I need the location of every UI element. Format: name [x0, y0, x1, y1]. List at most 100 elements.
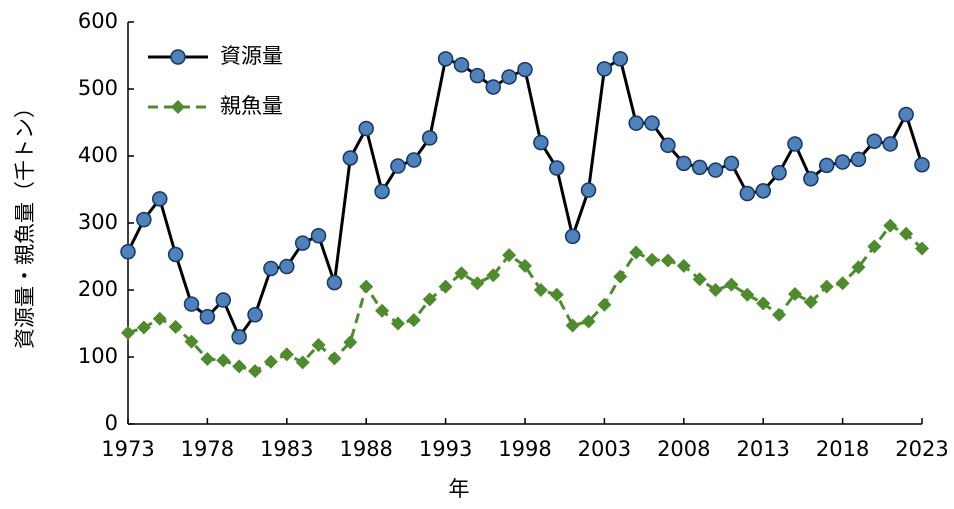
point	[184, 334, 199, 349]
point	[818, 157, 835, 174]
point	[199, 309, 216, 325]
point	[645, 252, 660, 267]
x-tick-label: 1983	[260, 437, 313, 461]
legend-marker	[171, 100, 185, 114]
point	[581, 314, 596, 329]
point	[263, 260, 279, 277]
point	[374, 183, 390, 200]
point	[851, 260, 866, 275]
point	[597, 297, 612, 312]
point	[580, 182, 597, 198]
point	[660, 253, 675, 268]
x-tick-label: 2008	[657, 437, 710, 461]
x-tick-label: 1998	[498, 437, 551, 461]
point	[883, 218, 898, 233]
point	[835, 276, 850, 291]
point	[454, 266, 469, 281]
x-tick-label: 2023	[895, 437, 948, 461]
point	[469, 67, 486, 84]
point	[787, 287, 802, 302]
point	[247, 307, 263, 323]
point	[294, 235, 311, 251]
point	[755, 183, 771, 199]
point	[533, 134, 549, 151]
point	[343, 335, 358, 350]
point	[914, 156, 930, 173]
point	[470, 276, 485, 291]
point	[549, 160, 565, 176]
point	[660, 137, 676, 154]
legend-label: 親魚量	[220, 94, 283, 118]
point	[232, 359, 247, 374]
point	[406, 313, 421, 328]
point	[899, 226, 914, 241]
point	[501, 69, 517, 85]
x-tick-label: 1978	[181, 437, 234, 461]
point	[723, 155, 740, 172]
point	[216, 353, 231, 368]
point	[326, 274, 343, 291]
point	[120, 244, 136, 260]
point	[867, 239, 882, 254]
point	[707, 162, 724, 178]
point	[168, 319, 183, 334]
point	[533, 283, 548, 297]
y-tick-label: 300	[78, 210, 118, 234]
point	[850, 151, 867, 168]
point	[358, 120, 374, 137]
point	[771, 165, 787, 181]
point	[803, 295, 818, 310]
x-axis-label: 年	[449, 477, 470, 501]
point	[898, 106, 914, 123]
x-tick-label: 1993	[419, 437, 472, 461]
point	[342, 150, 359, 166]
point	[167, 246, 184, 263]
point	[295, 355, 310, 370]
point	[310, 227, 327, 244]
x-tick-label: 1988	[339, 437, 392, 461]
point	[803, 171, 819, 187]
point	[644, 115, 660, 131]
point	[772, 307, 787, 322]
x-tick-label: 2018	[816, 437, 869, 461]
point	[819, 279, 834, 294]
point	[279, 347, 294, 362]
point	[739, 185, 756, 202]
point	[183, 296, 200, 312]
point	[152, 191, 168, 207]
y-tick-label: 600	[78, 9, 118, 33]
point	[502, 248, 517, 263]
point	[486, 268, 501, 283]
point	[421, 130, 438, 146]
x-tick-label: 1973	[101, 437, 154, 461]
point	[231, 329, 247, 345]
point	[518, 258, 532, 273]
point	[200, 352, 215, 367]
point	[422, 292, 437, 307]
series-line	[127, 223, 924, 373]
point	[215, 292, 232, 308]
point	[152, 311, 167, 326]
point	[438, 279, 453, 294]
point	[866, 133, 883, 150]
point	[136, 320, 151, 335]
y-tick-label: 200	[78, 277, 118, 301]
point	[453, 57, 470, 73]
point	[565, 318, 580, 333]
point	[390, 158, 406, 174]
point	[390, 316, 405, 331]
point	[311, 337, 326, 352]
point	[596, 61, 613, 77]
point	[882, 136, 898, 152]
point	[787, 136, 803, 152]
point	[121, 325, 135, 340]
point	[549, 287, 564, 302]
point	[691, 159, 708, 176]
point	[613, 269, 628, 284]
point	[437, 51, 454, 67]
point	[279, 258, 295, 275]
point	[756, 296, 771, 311]
point	[359, 279, 374, 294]
